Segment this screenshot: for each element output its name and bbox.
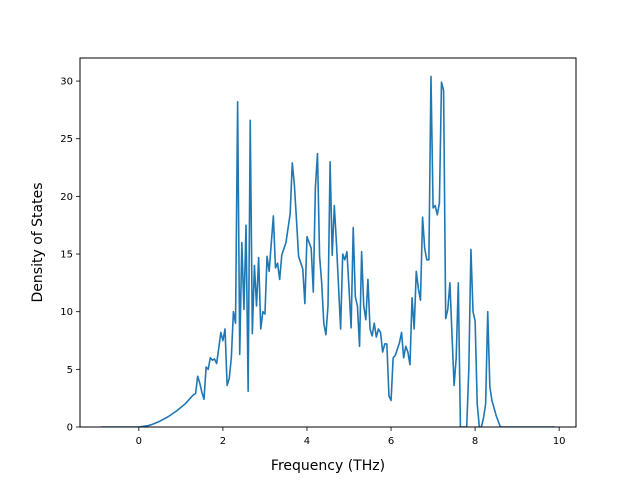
axes-frame [79,57,577,428]
y-axis-ticks: 0 5 10 15 20 25 30 [60,77,80,434]
y-tick-label: 0 [67,423,73,434]
x-tick-label: 6 [388,436,394,447]
y-tick-label: 20 [60,192,73,203]
x-axis-ticks: 0 2 4 6 8 10 [136,427,566,447]
x-tick-label: 2 [220,436,226,447]
y-tick-label: 5 [67,365,73,376]
y-tick-label: 10 [60,307,73,318]
x-tick-label: 0 [136,436,142,447]
series-line-0 [101,75,555,427]
y-tick-label: 25 [60,134,73,145]
y-tick-label: 30 [60,77,73,88]
x-tick-label: 10 [553,436,566,447]
x-tick-label: 4 [304,436,310,447]
plot-area [101,75,555,427]
y-tick-label: 15 [60,250,73,261]
x-tick-label: 8 [472,436,478,447]
x-axis-label: Frequency (THz) [271,458,385,474]
y-axis-label: Density of States [30,183,46,303]
